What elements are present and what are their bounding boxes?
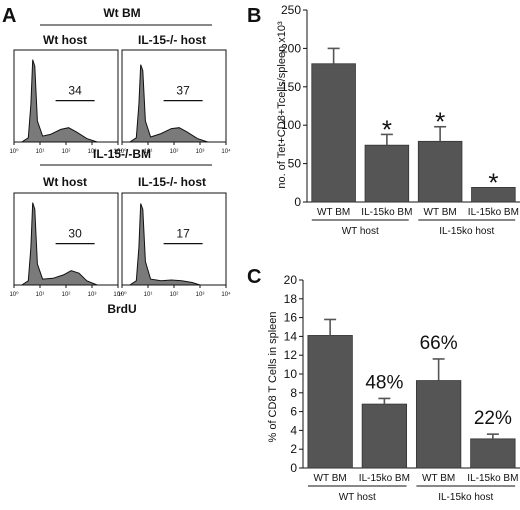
bar-percent-label: 22%: [474, 408, 512, 429]
hist-title-3: Wt host: [43, 175, 87, 189]
panel-c: C % of CD8 T Cells in spleen 0 2 4 6 8 10 12 14…: [247, 266, 520, 503]
group-label: IL-15ko host: [438, 492, 493, 503]
panel-b-y-label: no. of Tet+CD8+Tcells/spleen x10³: [276, 21, 288, 189]
panel-b-letter: B: [247, 5, 261, 27]
histogram-profile: [128, 203, 201, 286]
group-label: IL-15ko host: [439, 226, 494, 237]
category-label: WT BM: [314, 473, 347, 484]
x-tick-label: 10³: [88, 292, 97, 298]
x-tick-label: 10³: [88, 149, 97, 155]
x-tick-label: 10²: [62, 149, 71, 155]
x-tick-label: 10⁰: [117, 291, 127, 298]
histogram-il15ko-bm-wt-host: 30 10⁰ 10¹ 10² 10³ 10⁴: [9, 192, 123, 298]
group-title-il15ko-bm: IL-15-/-BM: [93, 147, 151, 161]
x-tick-label: 10¹: [144, 292, 153, 298]
group-label: WT host: [339, 492, 376, 503]
category-label: WT BM: [317, 207, 350, 218]
y-tick-label: 6: [290, 405, 297, 419]
gate-percent-label: 17: [176, 227, 190, 241]
y-tick-label: 200: [281, 41, 301, 55]
x-axis-label-brdu: BrdU: [107, 302, 136, 316]
bar: [311, 63, 356, 203]
x-tick-label: 10¹: [36, 292, 45, 298]
y-tick-label: 10: [284, 367, 298, 381]
x-tick-label: 10³: [196, 292, 205, 298]
histogram-il15ko-bm-il15ko-host: 17 10⁰ 10¹ 10² 10³ 10⁴: [117, 192, 231, 298]
bar: [471, 187, 516, 203]
x-tick-label: 10⁴: [113, 148, 123, 155]
x-tick-label: 10⁴: [221, 291, 231, 298]
bar: [415, 380, 462, 469]
category-label: WT BM: [424, 207, 457, 218]
category-label: WT BM: [422, 473, 455, 484]
group-title-wt-bm: Wt BM: [103, 6, 140, 20]
gate-percent-label: 37: [176, 84, 190, 98]
gate-percent-label: 30: [68, 227, 82, 241]
x-tick-label: 10²: [170, 149, 179, 155]
bar: [470, 438, 516, 469]
x-tick-label: 10⁰: [9, 291, 19, 298]
histogram-profile: [128, 64, 208, 143]
panel-a-letter: A: [2, 5, 16, 27]
y-tick-label: 50: [288, 157, 302, 171]
hist-title-2: IL-15-/- host: [138, 33, 206, 47]
y-tick-label: 150: [281, 80, 301, 94]
category-label: IL-15ko BM: [468, 207, 519, 218]
x-tick-label: 10¹: [144, 149, 153, 155]
y-tick-label: 20: [284, 273, 298, 287]
x-tick-label: 10⁰: [117, 148, 127, 155]
panel-b: B no. of Tet+CD8+Tcells/spleen x10³ 0 50 1…: [247, 3, 520, 237]
y-tick-label: 18: [284, 292, 298, 306]
panel-c-letter: C: [247, 266, 261, 288]
x-tick-label: 10⁴: [221, 148, 231, 155]
bar: [417, 140, 463, 203]
x-tick-label: 10²: [170, 292, 179, 298]
y-tick-label: 250: [281, 3, 301, 17]
category-label: IL-15ko BM: [361, 207, 412, 218]
x-tick-label: 10³: [196, 149, 205, 155]
y-tick-label: 4: [290, 423, 297, 437]
panel-a: A Wt BM Wt host IL-15-/- host IL-15-/-BM…: [2, 5, 231, 316]
histogram-profile: [20, 202, 98, 286]
y-tick-label: 12: [284, 348, 298, 362]
y-tick-label: 2: [290, 442, 297, 456]
hist-title-4: IL-15-/- host: [138, 175, 206, 189]
histogram-wt-bm-il15ko-host: 37 10⁰ 10¹ 10² 10³ 10⁴: [117, 49, 231, 155]
y-tick-label: 100: [281, 118, 301, 132]
x-tick-label: 10¹: [36, 149, 45, 155]
significance-star: *: [382, 114, 392, 144]
histogram-wt-bm-wt-host: 34 10⁰ 10¹ 10² 10³ 10⁴: [9, 49, 123, 155]
histogram-profile: [20, 59, 98, 143]
y-tick-label: 0: [290, 461, 297, 475]
significance-star: *: [435, 107, 445, 137]
y-tick-label: 16: [284, 311, 298, 325]
bar: [307, 335, 353, 469]
panel-c-y-label: % of CD8 T Cells in spleen: [267, 311, 279, 442]
y-tick-label: 14: [284, 329, 298, 343]
bar-percent-label: 48%: [365, 372, 403, 393]
x-tick-label: 10⁰: [9, 148, 19, 155]
hist-title-1: Wt host: [43, 33, 87, 47]
significance-star: *: [488, 167, 498, 197]
y-tick-label: 0: [294, 195, 301, 209]
bar-percent-label: 66%: [420, 333, 458, 354]
category-label: IL-15ko BM: [359, 473, 410, 484]
group-label: WT host: [342, 226, 379, 237]
bar: [364, 144, 410, 203]
bar-chart-c: 0 2 4 6 8 10 12 14 16 18 20 WT BM IL-15ko BM 48% WT BM…: [284, 273, 520, 503]
x-tick-label: 10²: [62, 292, 71, 298]
x-tick-label: 10⁴: [113, 291, 123, 298]
bar: [361, 403, 408, 469]
category-label: IL-15ko BM: [467, 473, 518, 484]
y-tick-label: 8: [290, 386, 297, 400]
gate-percent-label: 34: [68, 84, 82, 98]
bar-chart-b: 0 50 100 150 200 250 WT BM IL-15ko BM * WT BM * IL-…: [281, 3, 520, 237]
